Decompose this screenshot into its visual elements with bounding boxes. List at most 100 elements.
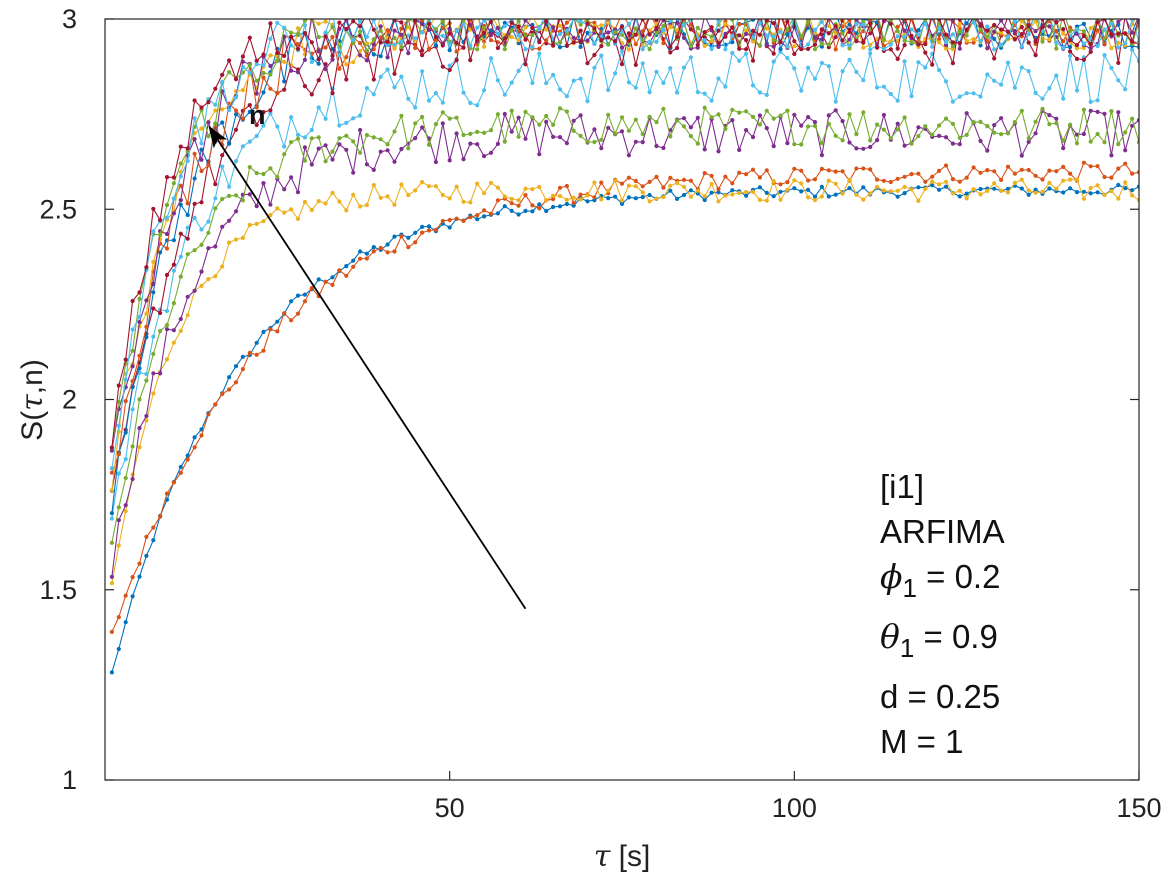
- series-point: [854, 166, 859, 171]
- series-14: [109, 14, 1139, 450]
- series-point: [1019, 31, 1024, 37]
- series-point: [392, 234, 397, 239]
- series-point: [364, 48, 369, 53]
- series-point: [943, 135, 949, 140]
- series-point: [1054, 116, 1059, 121]
- series-point: [413, 36, 418, 41]
- series-point: [261, 63, 266, 68]
- series-point: [240, 367, 245, 372]
- series-point: [109, 488, 114, 493]
- series-point: [847, 140, 852, 145]
- series-point: [606, 196, 611, 201]
- series-point: [999, 30, 1004, 35]
- series-point: [137, 366, 142, 371]
- series-point: [557, 31, 563, 37]
- series-point: [895, 24, 900, 29]
- series-point: [1019, 24, 1024, 30]
- series-point: [744, 128, 749, 133]
- series-point: [668, 134, 673, 139]
- series-point: [130, 298, 135, 304]
- series-point: [930, 14, 934, 18]
- series-point: [440, 121, 445, 126]
- series-point: [1012, 19, 1018, 24]
- series-point: [130, 385, 135, 390]
- series-point: [1047, 122, 1052, 127]
- series-point: [502, 92, 507, 97]
- series-point: [302, 158, 307, 163]
- series-point: [1095, 131, 1100, 137]
- series-point: [364, 133, 369, 138]
- series-point: [247, 139, 252, 144]
- series-point: [557, 45, 563, 50]
- series-point: [744, 189, 749, 195]
- series-point: [199, 242, 204, 247]
- series-point: [1116, 19, 1121, 24]
- series-point: [785, 141, 790, 146]
- series-point: [826, 194, 831, 199]
- series-point: [875, 12, 879, 16]
- series-point: [971, 165, 976, 170]
- series-point: [364, 202, 369, 208]
- series-point: [833, 181, 838, 186]
- series-point: [661, 145, 666, 151]
- series-point: [647, 90, 652, 95]
- series-point: [709, 98, 714, 103]
- series-point: [1123, 180, 1128, 185]
- series-point: [1026, 40, 1031, 45]
- series-point: [675, 180, 680, 186]
- series-point: [213, 244, 218, 249]
- series-point: [985, 148, 990, 153]
- series-point: [950, 32, 956, 37]
- series-point: [695, 42, 700, 47]
- series-point: [551, 72, 556, 77]
- series-point: [764, 33, 769, 38]
- series-point: [902, 115, 907, 120]
- series-point: [606, 42, 611, 47]
- series-point: [392, 46, 397, 51]
- series-point: [950, 141, 956, 146]
- series-point: [640, 132, 645, 137]
- series-point: [413, 121, 418, 126]
- series-point: [164, 327, 170, 332]
- series-point: [482, 26, 487, 31]
- series-point: [109, 445, 114, 450]
- series-point: [654, 69, 659, 74]
- series-point: [633, 85, 638, 90]
- series-point: [633, 42, 638, 47]
- series-point: [888, 47, 893, 52]
- series-point: [406, 13, 410, 17]
- phi-value: = 0.2: [917, 558, 1000, 595]
- theta-symbol: θ: [880, 617, 900, 656]
- series-point: [1116, 182, 1121, 188]
- series-point: [447, 31, 452, 36]
- series-point: [812, 177, 818, 182]
- series-point: [702, 29, 707, 35]
- series-point: [716, 44, 721, 50]
- series-point: [475, 10, 479, 14]
- series-point: [571, 118, 576, 123]
- series-point: [468, 22, 473, 28]
- series-point: [819, 41, 825, 46]
- series-point: [985, 34, 990, 39]
- series-point: [185, 313, 190, 318]
- series-point: [847, 112, 852, 117]
- series-point: [847, 177, 852, 182]
- series-point: [130, 575, 135, 580]
- series-point: [806, 124, 811, 129]
- series-point: [626, 80, 632, 85]
- series-point: [233, 95, 239, 100]
- series-point: [971, 91, 976, 96]
- series-point: [972, 10, 976, 14]
- series-point: [1026, 188, 1031, 193]
- series-point: [930, 179, 935, 184]
- series-point: [972, 14, 976, 18]
- series-point: [578, 44, 583, 50]
- series-point: [909, 33, 914, 39]
- phi-subscript: 1: [903, 573, 917, 603]
- series-point: [433, 27, 438, 32]
- series-point: [109, 516, 114, 521]
- series-point: [295, 311, 301, 316]
- series-point: [516, 41, 521, 46]
- series-point: [378, 28, 383, 33]
- series-point: [992, 78, 997, 83]
